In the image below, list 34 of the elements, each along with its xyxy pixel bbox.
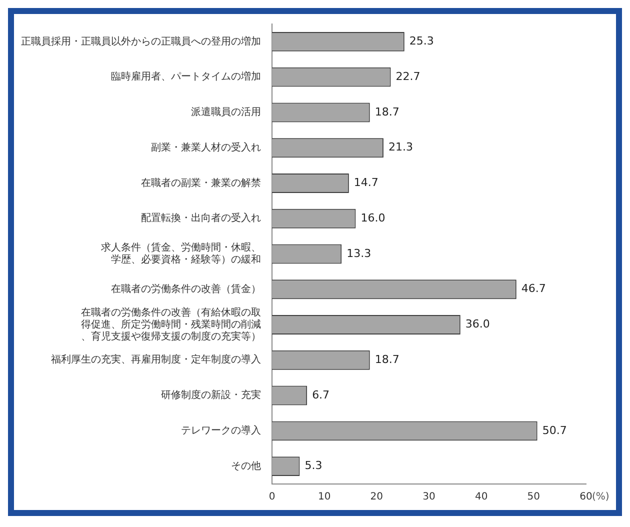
data-label: 18.7 [374,105,400,118]
data-label: 13.3 [346,246,372,260]
y-tick-label: 在職者の労働条件の改善（有給休暇の取得促進、所定労働時間・残業時間の削減、育児支援や復帰支援の制度の充実等） [81,306,261,342]
data-label: 36.0 [465,318,490,331]
data-label: 21.3 [388,140,413,154]
data-label: 5.3 [304,459,322,472]
data-label: 50.7 [542,424,567,437]
data-label: 18.7 [374,353,400,366]
x-axis-title: (%) [592,492,610,503]
y-tick-label: 副業・兼業人材の受入れ [151,141,261,154]
x-tick-label: 0 [268,492,276,503]
y-tick-label: 派遣職員の活用 [191,106,261,118]
y-tick-label: テレワークの導入 [181,424,261,437]
y-tick-label: 求人条件（賃金、労働時間・休暇、学歴、必要資格・経験等）の緩和 [101,242,261,266]
x-tick-label: 20 [370,492,384,503]
y-tick-label: 研修制度の新設・充実 [161,389,261,402]
x-tick-label: 50 [527,492,540,503]
x-tick-label: 60 [580,492,592,503]
y-tick-label: 臨時雇用者、パートタイムの増加 [111,70,261,83]
data-label: 6.7 [312,388,330,402]
data-label: 46.7 [521,282,546,296]
data-label: 25.3 [409,34,434,48]
y-tick-label: その他 [231,460,261,472]
y-tick-label: 福利厚生の充実、再雇用制度・定年制度の導入 [51,354,261,366]
x-tick-label: 10 [318,492,331,503]
y-tick-label: 配置転換・出向者の受入れ [141,212,261,224]
y-tick-label: 在職者の副業・兼業の解禁 [141,176,261,189]
y-tick-label: 正職員採用・正職員以外からの正職員への登用の増加 [21,35,261,48]
data-label: 22.7 [396,70,420,83]
x-tick-label: 30 [422,492,436,503]
x-tick-label: 40 [474,492,488,503]
data-label: 14.7 [354,176,378,190]
data-label: 16.0 [360,211,386,224]
y-tick-label: 在職者の労働条件の改善（賃金） [111,282,261,295]
